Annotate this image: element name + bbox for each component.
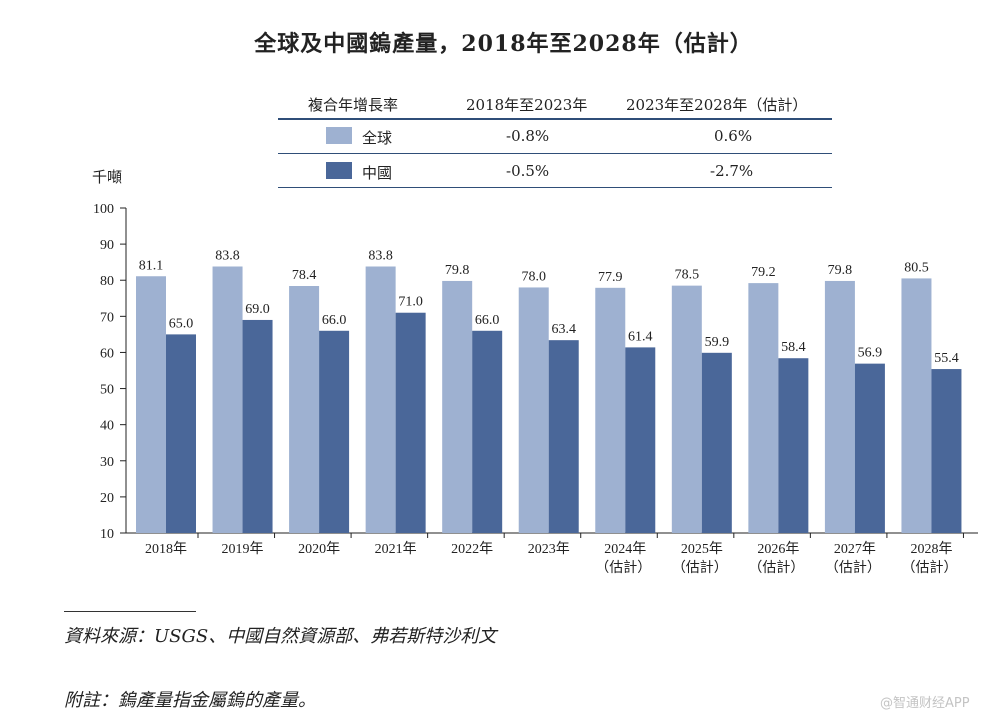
x-tick-label: 2021年 <box>375 541 417 557</box>
table-header-cagr: 複合年增長率 <box>308 96 399 114</box>
table-header-period-2: 2023年至2028年（估計） <box>626 96 808 114</box>
bar-global <box>136 276 166 533</box>
data-label: 81.1 <box>139 258 164 273</box>
source-divider <box>64 611 196 612</box>
footnote: 附註：鎢產量指金屬鎢的產量。 <box>64 690 316 711</box>
y-tick-label: 70 <box>100 310 114 325</box>
data-label: 66.0 <box>322 313 347 328</box>
bar-china <box>242 319 273 533</box>
bar-global <box>518 287 549 533</box>
data-label: 65.0 <box>169 316 194 331</box>
data-label: 78.4 <box>292 268 317 283</box>
bar-global <box>365 266 396 533</box>
data-label: 66.0 <box>475 313 500 328</box>
source-note: 資料來源：USGS、中國自然資源部、弗若斯特沙利文 <box>64 626 497 647</box>
watermark: @智通财经APP <box>880 696 970 711</box>
bar-china <box>395 312 426 533</box>
data-label: 61.4 <box>628 329 653 344</box>
x-tick-label: 2023年 <box>528 541 570 557</box>
table-divider <box>278 153 832 154</box>
bar-global <box>442 280 473 533</box>
bar-global <box>212 266 243 533</box>
data-label: 58.4 <box>781 340 806 355</box>
x-tick-note: （估計） <box>595 560 651 576</box>
data-label: 83.8 <box>215 249 240 264</box>
y-tick-label: 20 <box>100 491 114 506</box>
data-label: 78.0 <box>521 269 546 284</box>
x-tick-label: 2027年 <box>834 541 876 557</box>
data-label: 71.0 <box>398 295 423 310</box>
data-label: 56.9 <box>858 346 883 361</box>
legend-label-china: 中國 <box>362 164 393 182</box>
bar-china <box>319 330 350 533</box>
cagr-china-2018-2023: -0.5% <box>506 162 550 180</box>
x-tick-note: （估計） <box>748 560 804 576</box>
y-tick-label: 30 <box>100 455 114 470</box>
y-tick-label: 60 <box>100 346 114 361</box>
bar-china <box>472 330 503 533</box>
cagr-china-2023-2028: -2.7% <box>710 162 754 180</box>
bar-global <box>289 286 320 533</box>
bar-china <box>854 363 885 533</box>
bar-china <box>625 347 656 533</box>
y-tick-label: 90 <box>100 238 114 253</box>
x-tick-label: 2025年 <box>681 541 723 557</box>
x-tick-note: （估計） <box>825 560 881 576</box>
bar-china <box>701 352 732 533</box>
legend-swatch-china <box>326 162 352 179</box>
x-tick-note: （估計） <box>901 560 957 576</box>
x-tick-note: （估計） <box>672 560 728 576</box>
data-label: 69.0 <box>245 302 270 317</box>
bar-chart: 10 20 30 40 50 60 70 80 90 100 81.1 65.0 2018年 83.8 69… <box>93 202 978 576</box>
bar-china <box>778 358 809 533</box>
bar-china <box>166 334 196 533</box>
table-header-period-1: 2018年至2023年 <box>466 96 588 114</box>
chart-title: 全球及中國鎢產量，2018年至2028年（估計） <box>254 31 753 57</box>
data-label: 83.8 <box>368 249 393 264</box>
table-divider <box>278 187 832 188</box>
legend-label-global: 全球 <box>362 129 393 147</box>
data-label: 78.5 <box>675 268 700 283</box>
data-label: 55.4 <box>934 351 959 366</box>
bar-global <box>671 285 702 533</box>
cagr-legend-table: 複合年增長率 2018年至2023年 2023年至2028年（估計） 全球 -0… <box>278 90 832 188</box>
x-tick-label: 2024年 <box>604 541 646 557</box>
y-tick-label: 100 <box>93 202 114 217</box>
y-tick-label: 80 <box>100 274 114 289</box>
bar-china <box>548 340 579 533</box>
y-axis-unit-label: 千噸 <box>92 168 123 186</box>
data-label: 63.4 <box>551 322 576 337</box>
x-tick-label: 2020年 <box>298 541 340 557</box>
data-label: 80.5 <box>904 260 929 275</box>
data-label: 79.2 <box>751 265 776 280</box>
bar-global <box>901 278 932 533</box>
bar-global <box>595 287 626 533</box>
x-tick-label: 2022年 <box>451 541 493 557</box>
data-label: 79.8 <box>445 263 470 278</box>
data-label: 79.8 <box>828 263 853 278</box>
table-divider <box>278 118 832 120</box>
data-label: 59.9 <box>705 335 730 350</box>
x-tick-label: 2028年 <box>910 541 952 557</box>
y-tick-label: 10 <box>100 527 114 542</box>
x-tick-label: 2019年 <box>222 541 264 557</box>
x-tick-label: 2018年 <box>145 541 187 557</box>
bar-global <box>824 280 855 533</box>
y-tick-label: 50 <box>100 383 114 398</box>
cagr-global-2018-2023: -0.8% <box>506 127 550 145</box>
data-label: 77.9 <box>598 270 623 285</box>
bar-global <box>748 283 779 533</box>
x-tick-label: 2026年 <box>757 541 799 557</box>
y-tick-label: 40 <box>100 419 114 434</box>
bar-china <box>931 369 962 533</box>
cagr-global-2023-2028: 0.6% <box>714 127 753 145</box>
legend-swatch-global <box>326 127 352 144</box>
